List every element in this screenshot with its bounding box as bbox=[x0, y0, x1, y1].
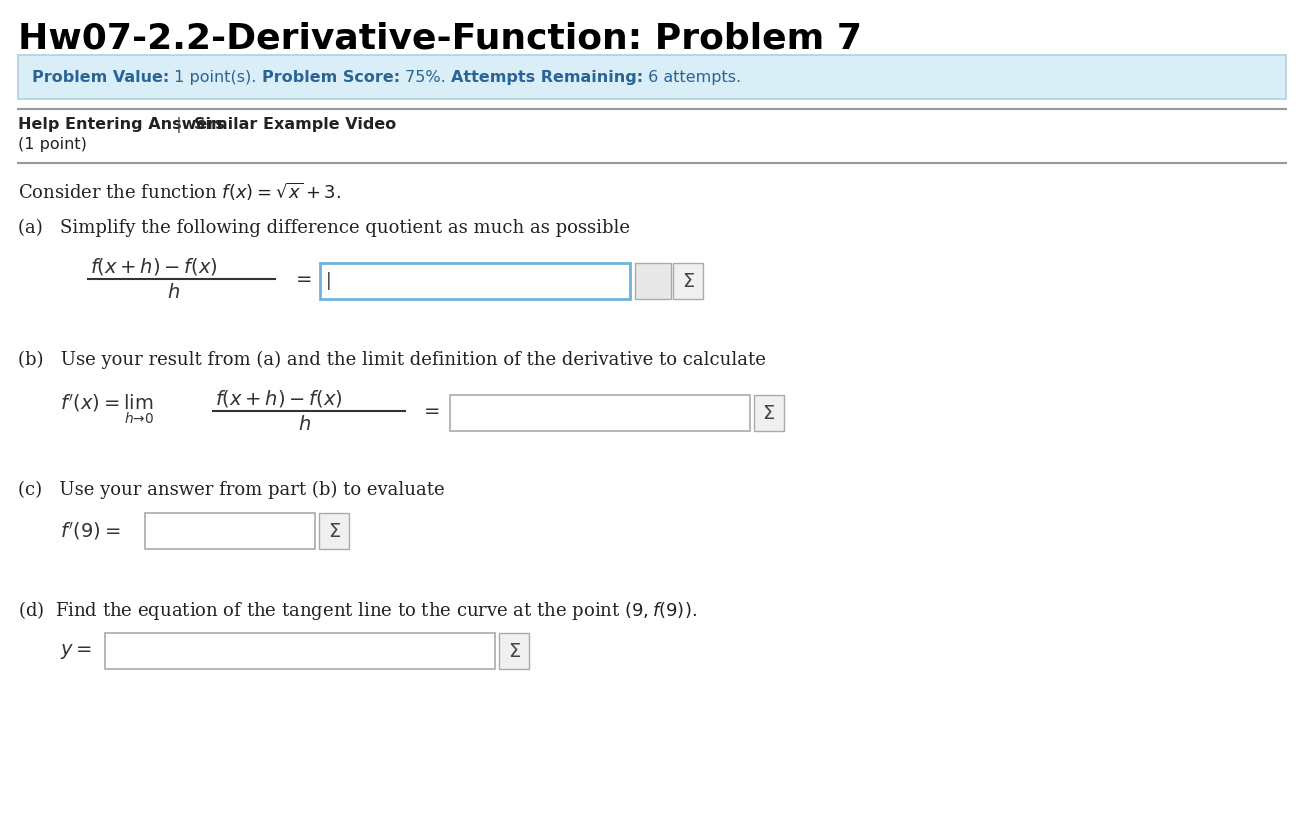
Text: $=$: $=$ bbox=[292, 269, 312, 287]
Text: (a)   Simplify the following difference quotient as much as possible: (a) Simplify the following difference qu… bbox=[18, 219, 630, 237]
Text: $h$: $h$ bbox=[167, 283, 180, 302]
Text: |: | bbox=[326, 272, 331, 290]
Text: $\Sigma$: $\Sigma$ bbox=[682, 272, 695, 291]
Bar bbox=[319, 513, 349, 549]
Text: Attempts Remaining:: Attempts Remaining: bbox=[451, 70, 643, 85]
Bar bbox=[106, 633, 496, 669]
Text: (b)   Use your result from (a) and the limit definition of the derivative to cal: (b) Use your result from (a) and the lim… bbox=[18, 351, 765, 369]
Text: 75%.: 75%. bbox=[400, 70, 451, 85]
Bar bbox=[450, 395, 750, 431]
Text: $\Sigma$: $\Sigma$ bbox=[763, 403, 776, 423]
Text: Similar Example Video: Similar Example Video bbox=[194, 117, 396, 132]
Text: (c)   Use your answer from part (b) to evaluate: (c) Use your answer from part (b) to eva… bbox=[18, 481, 445, 499]
Text: $h$: $h$ bbox=[299, 415, 312, 434]
Text: Problem Score:: Problem Score: bbox=[262, 70, 400, 85]
Text: Hw07-2.2-Derivative-Function: Problem 7: Hw07-2.2-Derivative-Function: Problem 7 bbox=[18, 21, 862, 55]
Bar bbox=[673, 263, 703, 299]
Text: $\Sigma$: $\Sigma$ bbox=[327, 521, 340, 540]
Bar bbox=[18, 55, 1286, 99]
Text: $\Sigma$: $\Sigma$ bbox=[507, 641, 520, 661]
Text: Problem Value:: Problem Value: bbox=[33, 70, 170, 85]
Text: 1 point(s).: 1 point(s). bbox=[170, 70, 262, 85]
Text: |: | bbox=[166, 117, 192, 133]
Bar bbox=[754, 395, 784, 431]
Text: $f'(x) = \lim_{h \to 0}$: $f'(x) = \lim_{h \to 0}$ bbox=[60, 393, 154, 427]
Bar bbox=[145, 513, 316, 549]
Text: 6 attempts.: 6 attempts. bbox=[643, 70, 741, 85]
Text: (1 point): (1 point) bbox=[18, 137, 87, 152]
Text: (d)  Find the equation of the tangent line to the curve at the point $(9, f(9)).: (d) Find the equation of the tangent lin… bbox=[18, 599, 696, 622]
Text: $f'(9) =$: $f'(9) =$ bbox=[60, 520, 120, 542]
Text: Consider the function $f(x) = \sqrt{x} + 3.$: Consider the function $f(x) = \sqrt{x} +… bbox=[18, 181, 342, 203]
Text: $y =$: $y =$ bbox=[60, 641, 93, 661]
Text: Help Entering Answers: Help Entering Answers bbox=[18, 117, 224, 132]
Text: $f(x + h) - f(x)$: $f(x + h) - f(x)$ bbox=[90, 256, 218, 277]
Text: $f(x + h) - f(x)$: $f(x + h) - f(x)$ bbox=[215, 388, 343, 409]
Bar bbox=[319, 263, 630, 299]
Bar bbox=[499, 633, 529, 669]
Text: $=$: $=$ bbox=[420, 401, 441, 419]
Bar bbox=[635, 263, 672, 299]
